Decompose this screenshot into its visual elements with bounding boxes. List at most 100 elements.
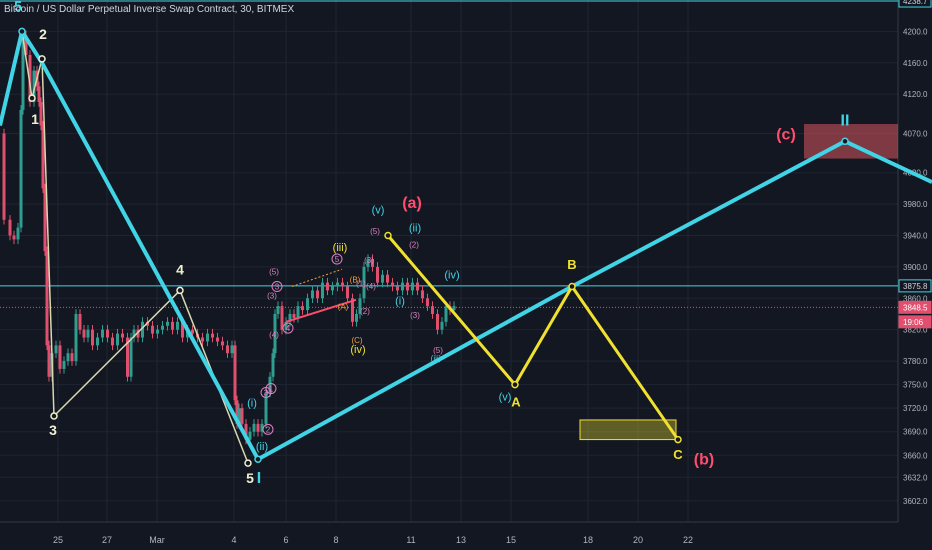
- wave-label: (5): [370, 227, 380, 236]
- candle-body: [126, 337, 129, 377]
- price-axis-marker: [898, 279, 932, 293]
- candle-body: [176, 321, 179, 330]
- candle-body: [166, 321, 169, 326]
- candle-body: [321, 282, 324, 299]
- candle-body: [355, 313, 358, 322]
- wave-label: (4): [366, 282, 376, 291]
- y-tick-label: 4160.0: [903, 59, 928, 68]
- y-tick-label: 4070.0: [903, 129, 928, 138]
- candle-body: [221, 341, 224, 346]
- x-tick-label: 6: [283, 535, 288, 545]
- candle-body: [331, 286, 334, 291]
- candle-body: [191, 329, 194, 334]
- candle-body: [58, 345, 62, 369]
- candle-body: [386, 274, 389, 283]
- y-tick-label: 3660.0: [903, 451, 928, 460]
- candle-body: [444, 306, 448, 322]
- x-tick-label: 20: [633, 535, 643, 545]
- candle-body: [96, 337, 99, 346]
- wave-pivot-point: [511, 380, 519, 389]
- candle-body: [248, 431, 252, 440]
- candle-body: [381, 274, 384, 283]
- orange-dotted-line: [291, 268, 343, 287]
- candle-body: [106, 329, 109, 338]
- candle-body: [161, 325, 164, 330]
- y-tick-label: 3780.0: [903, 357, 928, 366]
- candle-body: [260, 423, 264, 432]
- candle-body: [8, 219, 12, 236]
- wave-label: (iii): [431, 354, 442, 363]
- wave-label: (a): [402, 195, 422, 212]
- wave-label: 4: [176, 262, 184, 278]
- y-tick-label: 3900.0: [903, 263, 928, 272]
- y-tick-label: 3632.0: [903, 473, 928, 482]
- candle-body: [116, 333, 119, 346]
- candle-body: [284, 321, 288, 330]
- candle-body: [136, 329, 140, 338]
- candle-body: [421, 290, 424, 299]
- candle-body: [401, 282, 404, 291]
- time-axis: [0, 522, 932, 550]
- candle-body: [316, 290, 319, 299]
- circled-wave-marker: [262, 423, 274, 435]
- candle-body: [351, 298, 354, 322]
- circled-wave-label: 3: [264, 388, 269, 397]
- wave-label: B: [567, 257, 576, 272]
- wave-label: (iv): [444, 270, 459, 282]
- candle-body: [78, 313, 82, 330]
- wave-label: 2: [39, 26, 47, 42]
- candle-body: [91, 329, 94, 346]
- candle-body: [436, 313, 439, 330]
- candle-body: [252, 423, 256, 432]
- candle-body: [237, 408, 241, 424]
- candle-body: [326, 282, 329, 291]
- candle-body: [391, 282, 394, 287]
- y-tick-label: 4120.0: [903, 90, 928, 99]
- wave-label: (C): [351, 336, 362, 345]
- price-axis-marker-label: 19:06: [903, 318, 924, 327]
- wave-pivot-point: [244, 459, 252, 467]
- price-axis-marker-label: 4238.7: [903, 0, 928, 6]
- circled-wave-marker: [282, 322, 294, 334]
- wave-label: (2): [360, 307, 370, 316]
- wave-label: (v): [372, 205, 385, 217]
- candle-body: [171, 321, 174, 330]
- wave-pivot-point: [38, 55, 46, 63]
- candle-body: [362, 266, 366, 299]
- wave-label: (4): [269, 331, 279, 340]
- wave-label: (iii): [333, 242, 348, 254]
- wave-label: (c): [776, 127, 796, 144]
- wave-label: 1: [31, 111, 39, 127]
- wave-label: I: [257, 470, 261, 487]
- candle-body: [296, 306, 300, 318]
- circled-wave-marker: [331, 253, 343, 265]
- candle-body: [226, 345, 229, 354]
- y-tick-label: 3860.0: [903, 294, 928, 303]
- candle-body: [37, 86, 41, 103]
- candle-body: [19, 109, 23, 228]
- wave-label: II: [841, 113, 850, 130]
- chart-title: Bitcoin / US Dollar Perpetual Inverse Sw…: [4, 4, 295, 15]
- candle-body: [21, 35, 25, 110]
- x-tick-label: 8: [333, 535, 338, 545]
- wave-label: (B): [350, 276, 361, 285]
- wave-label: (3): [410, 311, 420, 320]
- circled-wave-label: 4: [286, 324, 291, 333]
- candle-body: [268, 376, 272, 393]
- price-axis-marker-label: 3848.5: [903, 303, 928, 312]
- candle-body: [28, 54, 32, 103]
- candle-body: [206, 333, 209, 342]
- candle-body: [54, 345, 58, 354]
- x-tick-label: 15: [506, 535, 516, 545]
- circled-wave-marker: [271, 281, 283, 293]
- wave-label: (1): [356, 280, 366, 289]
- candle-body: [336, 282, 339, 287]
- candle-body: [86, 329, 90, 338]
- candle-body: [406, 282, 409, 291]
- candle-body: [32, 70, 36, 103]
- candle-body: [426, 298, 429, 307]
- candle-body: [341, 282, 344, 287]
- wave-pivot-point: [568, 282, 576, 291]
